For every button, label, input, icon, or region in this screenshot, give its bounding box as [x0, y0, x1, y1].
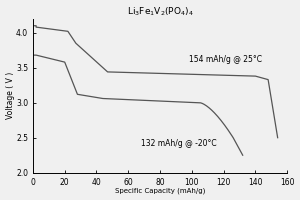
Text: 132 mAh/g @ -20°C: 132 mAh/g @ -20°C [141, 139, 217, 148]
Title: Li$_{3}$Fe$_{1}$V$_{2}$(PO$_{4}$)$_{4}$: Li$_{3}$Fe$_{1}$V$_{2}$(PO$_{4}$)$_{4}$ [127, 6, 194, 18]
Y-axis label: Voltage ( V ): Voltage ( V ) [6, 72, 15, 119]
Text: 154 mAh/g @ 25°C: 154 mAh/g @ 25°C [189, 55, 262, 64]
X-axis label: Specific Capacity (mAh/g): Specific Capacity (mAh/g) [115, 188, 205, 194]
